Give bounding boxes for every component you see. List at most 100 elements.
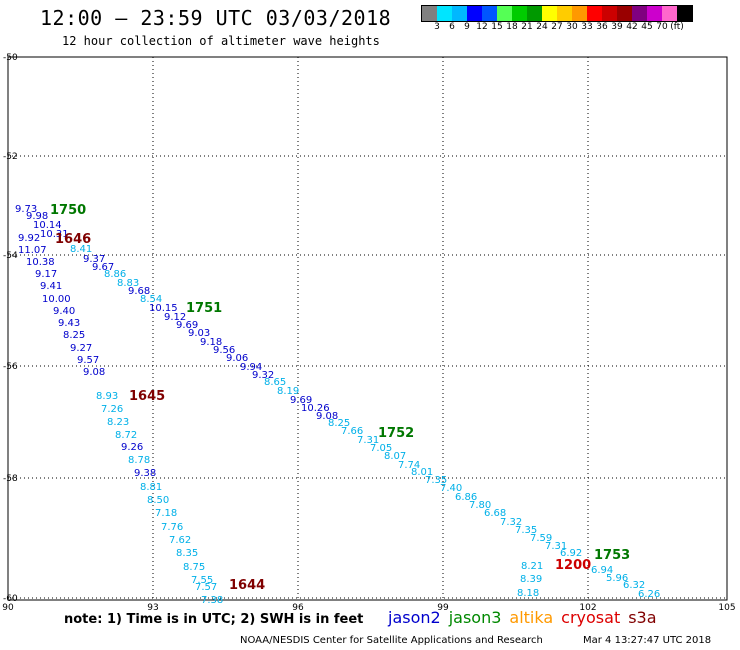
wave-height-label: 8.86 xyxy=(104,269,126,280)
wave-height-label: 7.40 xyxy=(440,483,462,494)
wave-height-label: 9.03 xyxy=(188,328,210,339)
wave-height-label: 8.50 xyxy=(147,495,169,506)
generated-timestamp: Mar 4 13:27:47 UTC 2018 xyxy=(583,635,712,646)
wave-height-label: 9.41 xyxy=(40,281,62,292)
wave-height-label: 9.98 xyxy=(26,211,48,222)
wave-height-label: 10.15 xyxy=(149,303,178,314)
colorbar-label: 15 xyxy=(491,22,503,32)
colorbar-label: 27 xyxy=(551,22,563,32)
wave-height-label: 8.54 xyxy=(140,294,162,305)
wave-height-label: 8.35 xyxy=(176,548,198,559)
wave-height-label: 8.18 xyxy=(517,588,539,599)
pass-time-label: 1753 xyxy=(594,548,630,563)
colorbar-label: 33 xyxy=(581,22,593,32)
latitude-tick-labels: -50 -52 -54 -56 -58 -60 xyxy=(3,53,18,604)
wave-height-label: 8.19 xyxy=(277,386,299,397)
colorbar-swatch xyxy=(527,6,542,21)
wave-height-label: 9.12 xyxy=(164,312,186,323)
colorbar-swatch xyxy=(602,6,617,21)
wave-height-label: 9.18 xyxy=(200,337,222,348)
latitude-tick-label: -52 xyxy=(3,152,18,162)
wave-height-label: 7.74 xyxy=(398,460,420,471)
pass-time-label: 1645 xyxy=(129,389,165,404)
colorbar-label: 45 xyxy=(641,22,653,32)
wave-height-label: 6.94 xyxy=(591,565,613,576)
colorbar-label: 3 xyxy=(434,22,440,32)
colorbar-label: 70 xyxy=(656,22,668,32)
longitude-tick-label: 93 xyxy=(147,603,158,613)
colorbar-label: 24 xyxy=(536,22,548,32)
map-subtitle: 12 hour collection of altimeter wave hei… xyxy=(62,34,380,48)
wave-height-label: 8.25 xyxy=(328,418,350,429)
wave-height-label: 8.07 xyxy=(384,451,406,462)
map-frame xyxy=(7,56,728,601)
wave-height-label: 6.68 xyxy=(484,508,506,519)
satellite-legend-s3a: s3a xyxy=(628,608,657,627)
wave-height-label: 10.38 xyxy=(26,257,55,268)
colorbar-label: 9 xyxy=(464,22,470,32)
wave-height-label: 7.57 xyxy=(195,582,217,593)
colorbar-label: 18 xyxy=(506,22,518,32)
satellite-tracks: 8.418.868.838.548.658.198.257.667.317.05… xyxy=(15,204,660,606)
wave-height-colorbar xyxy=(421,5,693,22)
wave-height-label: 8.23 xyxy=(107,417,129,428)
wave-height-label: 8.01 xyxy=(411,467,433,478)
wave-height-label: 9.27 xyxy=(70,343,92,354)
wave-height-label: 7.59 xyxy=(530,533,552,544)
colorbar-swatch xyxy=(662,6,677,21)
wave-height-label: 6.26 xyxy=(638,589,660,600)
wave-height-label: 9.94 xyxy=(240,362,262,373)
wave-height-label: 9.17 xyxy=(35,269,57,280)
wave-height-label: 9.08 xyxy=(316,411,338,422)
wave-height-label: 9.37 xyxy=(83,254,105,265)
wave-height-label: 8.81 xyxy=(140,482,162,493)
longitude-tick-label: 102 xyxy=(579,603,596,613)
colorbar-swatch xyxy=(647,6,662,21)
wave-height-label: 7.35 xyxy=(515,525,537,536)
wave-height-label: 8.72 xyxy=(115,430,137,441)
longitude-tick-labels: 90 93 96 99 102 105 xyxy=(2,603,735,613)
wave-height-label: 7.05 xyxy=(370,443,392,454)
satellite-legend-cryosat: cryosat xyxy=(561,608,621,627)
wave-height-label: 8.93 xyxy=(96,391,118,402)
wave-height-label: 7.80 xyxy=(469,500,491,511)
wave-height-label: 7.62 xyxy=(169,535,191,546)
colorbar-label: 12 xyxy=(476,22,488,32)
wave-height-label: 8.78 xyxy=(128,455,150,466)
satellite-legend-jason2: jason2 xyxy=(388,608,441,627)
colorbar-swatch xyxy=(422,6,437,21)
wave-height-label: 9.06 xyxy=(226,353,248,364)
wave-height-label: 8.21 xyxy=(521,561,543,572)
pass-time-label: 1752 xyxy=(378,426,414,441)
pass-time-label: 1646 xyxy=(55,232,91,247)
wave-height-label: 7.35 xyxy=(425,475,447,486)
wave-height-label: 9.92 xyxy=(18,233,40,244)
colorbar-swatch xyxy=(467,6,482,21)
colorbar-labels: 3 6 9 12 15 18 21 24 27 30 33 36 39 42 45 70 (ft) xyxy=(421,22,740,34)
wave-height-label: 7.55 xyxy=(191,575,213,586)
colorbar-label: 36 xyxy=(596,22,608,32)
wave-height-label: 6.32 xyxy=(623,580,645,591)
wave-height-label: 7.32 xyxy=(500,517,522,528)
satellite-legend-altika: altika xyxy=(509,608,554,627)
colorbar-swatch xyxy=(572,6,587,21)
wave-height-label: 9.56 xyxy=(213,345,235,356)
latitude-tick-label: -58 xyxy=(3,474,18,484)
colorbar-swatch xyxy=(677,6,692,21)
wave-height-label: 7.31 xyxy=(545,541,567,552)
colorbar-swatch xyxy=(557,6,572,21)
wave-height-label: 9.26 xyxy=(121,442,143,453)
latitude-tick-label: -56 xyxy=(3,362,18,372)
colorbar-label: 39 xyxy=(611,22,623,32)
colorbar-label: 30 xyxy=(566,22,578,32)
units-note: note: 1) Time is in UTC; 2) SWH is in fe… xyxy=(64,612,364,627)
colorbar-label: (ft) xyxy=(670,22,684,32)
longitude-tick-label: 99 xyxy=(437,603,449,613)
colorbar-swatch xyxy=(632,6,647,21)
wave-height-label: 10.26 xyxy=(301,403,330,414)
satellite-legend-jason3: jason3 xyxy=(448,608,502,627)
pass-time-label: 1750 xyxy=(50,203,86,218)
wave-height-label: 7.26 xyxy=(101,404,123,415)
